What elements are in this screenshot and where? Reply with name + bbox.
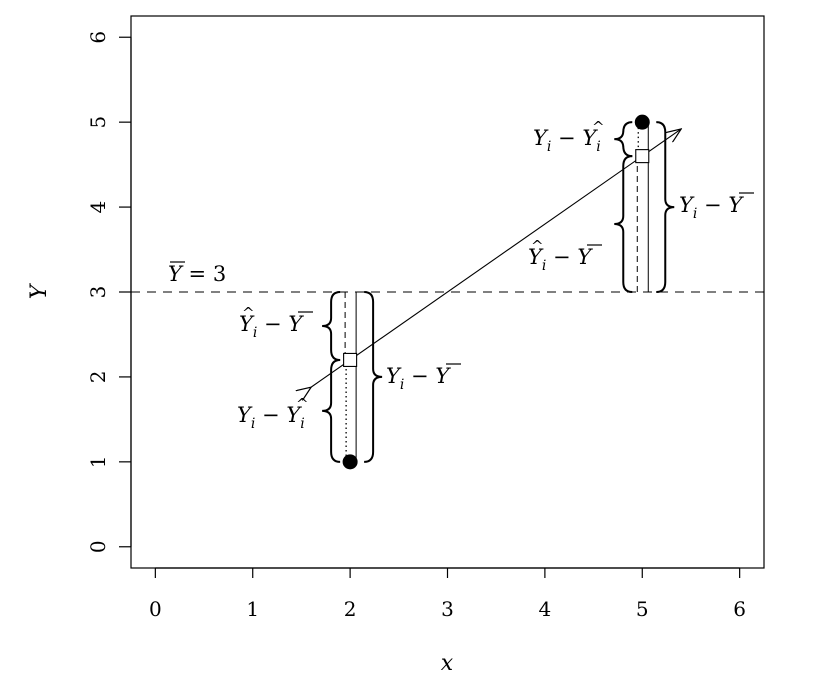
y-tick-label: 0 <box>86 540 110 553</box>
right-resid-label: Yi − Yi <box>533 126 601 155</box>
x-tick-label: 2 <box>344 597 357 621</box>
total-deviation-brace <box>364 291 383 463</box>
residual-brace <box>322 358 341 463</box>
y-tick-label: 1 <box>86 455 110 468</box>
right-fit-label: Yi − Y <box>528 245 593 274</box>
y-axis-title: Y <box>27 282 52 299</box>
x-axis: 0 1 2 3 4 5 6 <box>149 567 746 621</box>
x-tick-label: 3 <box>441 597 454 621</box>
right-fit-hat: ^ <box>531 237 544 255</box>
fitted-point <box>343 352 358 367</box>
y-axis: 0 1 2 3 4 5 6 <box>86 31 132 553</box>
x-tick-label: 0 <box>149 597 162 621</box>
observed-point <box>634 114 650 130</box>
y-tick-label: 5 <box>86 116 110 129</box>
right-total-label: Yi − Y <box>679 193 744 222</box>
left-fit-hat: ^ <box>242 304 255 322</box>
y-tick-label: 2 <box>86 371 110 384</box>
y-tick-label: 3 <box>86 286 110 299</box>
left-resid-hat: ^ <box>296 395 309 413</box>
left-resid-label: Yi − Yi <box>237 403 305 432</box>
left-total-label: Yi − Y <box>386 364 451 393</box>
regression-line <box>311 129 681 387</box>
fitted-point <box>635 149 650 164</box>
y-tick-label: 4 <box>86 201 110 214</box>
left-fit-label: Yi − Y <box>239 312 304 341</box>
residual-brace <box>614 121 633 158</box>
right-resid-hat: ^ <box>592 118 605 136</box>
points <box>342 114 650 470</box>
fit-deviation-brace <box>322 291 341 361</box>
x-tick-label: 6 <box>733 597 746 621</box>
fit-deviation-brace <box>614 155 633 293</box>
x-axis-title: x <box>441 651 454 676</box>
x-tick-label: 5 <box>636 597 649 621</box>
observed-point <box>342 454 358 470</box>
x-tick-label: 1 <box>246 597 259 621</box>
y-tick-label: 6 <box>86 31 110 44</box>
x-tick-label: 4 <box>539 597 552 621</box>
mean-label: Y = 3 <box>168 262 226 286</box>
total-deviation-brace <box>656 121 675 293</box>
